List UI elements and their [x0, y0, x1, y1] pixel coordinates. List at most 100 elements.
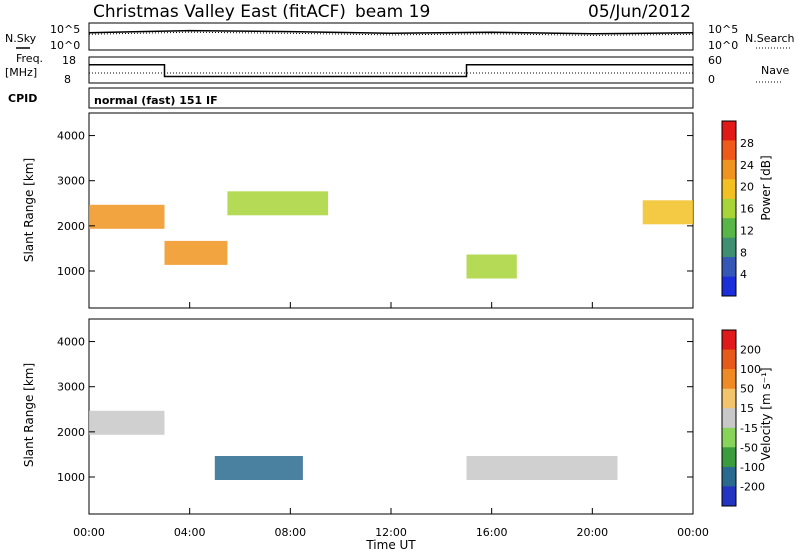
colorbar-swatch	[722, 486, 736, 507]
velocity-yticks: 1000 2000 3000 4000	[57, 336, 693, 484]
freq-ytick-bottom: 8	[64, 73, 71, 86]
xtick-label: 04:00	[174, 526, 206, 539]
colorbar-tick-label: 15	[740, 402, 754, 415]
noise-traces	[88, 29, 694, 36]
colorbar-tick-label: -200	[740, 480, 765, 493]
power-colorbar-label: Power [dB]	[759, 155, 773, 220]
colorbar-swatch	[722, 159, 736, 180]
velocity-ylabel: Slant Range [km]	[22, 363, 36, 467]
x-axis: 00:00 04:00 08:00 12:00 16:00 20:00 00:00	[73, 302, 709, 539]
noise-panel: N.Sky N.Search 10^5 10^0 10^5 10^0	[5, 22, 795, 52]
power-band-0	[89, 204, 165, 229]
ytick-label: 2000	[57, 426, 85, 439]
colorbar-swatch	[722, 179, 736, 200]
colorbar-swatch	[722, 349, 736, 370]
noise-ytick-bottom: 10^0	[50, 39, 80, 52]
nave-label: Nave	[761, 64, 789, 77]
freq-traces	[89, 64, 693, 78]
power-colorbar: 4 8 12 16 20 24 28	[721, 120, 754, 297]
freq-unit-label: [MHz]	[5, 66, 37, 79]
velocity-band-1	[214, 456, 303, 480]
velocity-marks	[89, 410, 618, 480]
colorbar-swatch	[722, 408, 736, 429]
ytick-label: 2000	[57, 220, 85, 233]
beam-label: beam 19	[355, 2, 430, 22]
colorbar-tick-label: 4	[740, 268, 747, 281]
nsky-label: N.Sky	[5, 32, 37, 45]
xtick-label: 08:00	[274, 526, 306, 539]
xtick-label: 16:00	[476, 526, 508, 539]
power-band-2	[227, 191, 329, 216]
ytick-label: 1000	[57, 265, 85, 278]
colorbar-tick-label: -100	[740, 461, 765, 474]
colorbar-tick-label: 50	[740, 383, 754, 396]
colorbar-tick-label: 12	[740, 224, 754, 237]
colorbar-tick-label: 28	[740, 137, 754, 150]
colorbar-swatch	[722, 198, 736, 219]
xtick-label: 00:00	[73, 526, 105, 539]
ytick-label: 3000	[57, 381, 85, 394]
colorbar-swatch	[722, 466, 736, 487]
freq-panel: Freq. [MHz] 18 8 60 0 Nave	[5, 52, 789, 86]
colorbar-tick-label: 20	[740, 181, 754, 194]
colorbar-swatch	[722, 330, 736, 351]
xtick-label: 00:00	[677, 526, 709, 539]
colorbar-tick-label: 100	[740, 363, 761, 376]
nave-ytick-top: 60	[708, 54, 722, 67]
power-marks	[89, 191, 693, 279]
velocity-panel: 1000 2000 3000 4000 Slant Range [km] 200 100…	[22, 318, 773, 515]
colorbar-frame	[721, 120, 737, 297]
colorbar-swatch	[722, 218, 736, 239]
freq-label: Freq.	[16, 52, 43, 65]
colorbar-tick-label: 200	[740, 344, 761, 357]
colorbar-swatch	[722, 121, 736, 141]
date-label: 05/Jun/2012	[588, 2, 691, 22]
power-ylabel: Slant Range [km]	[22, 158, 36, 262]
velocity-colorbar-label: Velocity [m s⁻¹]	[759, 367, 773, 460]
noise-ytick-right-top: 10^5	[708, 23, 738, 36]
colorbar-swatch	[722, 369, 736, 390]
freq-panel-frame	[88, 56, 694, 84]
cpid-text: normal (fast) 151 IF	[94, 94, 218, 107]
nsearch-label: N.Search	[745, 32, 795, 45]
freq-trace	[89, 64, 693, 78]
colorbar-frame	[721, 329, 737, 507]
cpid-panel-frame	[88, 87, 694, 109]
power-panel-frame	[88, 112, 694, 309]
colorbar-swatch	[722, 388, 736, 409]
freq-ytick-top: 18	[62, 54, 76, 67]
cpid-panel: CPID normal (fast) 151 IF	[8, 87, 694, 109]
noise-panel-frame	[88, 22, 694, 51]
colorbar-swatch	[722, 447, 736, 468]
noise-ytick-right-bottom: 10^0	[708, 39, 738, 52]
xtick-label: 12:00	[375, 526, 407, 539]
colorbar-tick-label: -50	[740, 441, 758, 454]
colorbar-tick-label: 24	[740, 159, 754, 172]
colorbar-tick-label: 16	[740, 203, 754, 216]
colorbar-swatch	[722, 276, 736, 297]
colorbar-tick-label: 8	[740, 246, 747, 259]
velocity-band-0	[89, 410, 165, 435]
colorbar-swatch	[722, 257, 736, 277]
velocity-band-2	[466, 456, 618, 480]
power-panel: 1000 2000 3000 4000 Slant Range [km] 4 8 12 16…	[22, 112, 773, 309]
plot-title: Christmas Valley East (fitACF)	[93, 2, 346, 22]
cpid-label: CPID	[8, 92, 37, 105]
colorbar-swatch	[722, 237, 736, 258]
colorbar-swatch	[722, 140, 736, 161]
noise-series-0	[88, 29, 694, 35]
colorbar-tick-label: -15	[740, 422, 758, 435]
colorbar-swatch	[722, 427, 736, 448]
ytick-label: 3000	[57, 175, 85, 188]
power-band-4	[642, 200, 693, 225]
power-band-1	[164, 240, 228, 265]
ytick-label: 4000	[57, 130, 85, 143]
x-axis-label: Time UT	[365, 538, 416, 552]
power-band-3	[466, 254, 517, 279]
velocity-colorbar: 200 100 50 15 -15 -50 -100 -200	[721, 329, 765, 507]
nave-ytick-bottom: 0	[708, 73, 715, 86]
velocity-panel-frame	[88, 318, 694, 515]
power-yticks: 1000 2000 3000 4000	[57, 130, 693, 278]
